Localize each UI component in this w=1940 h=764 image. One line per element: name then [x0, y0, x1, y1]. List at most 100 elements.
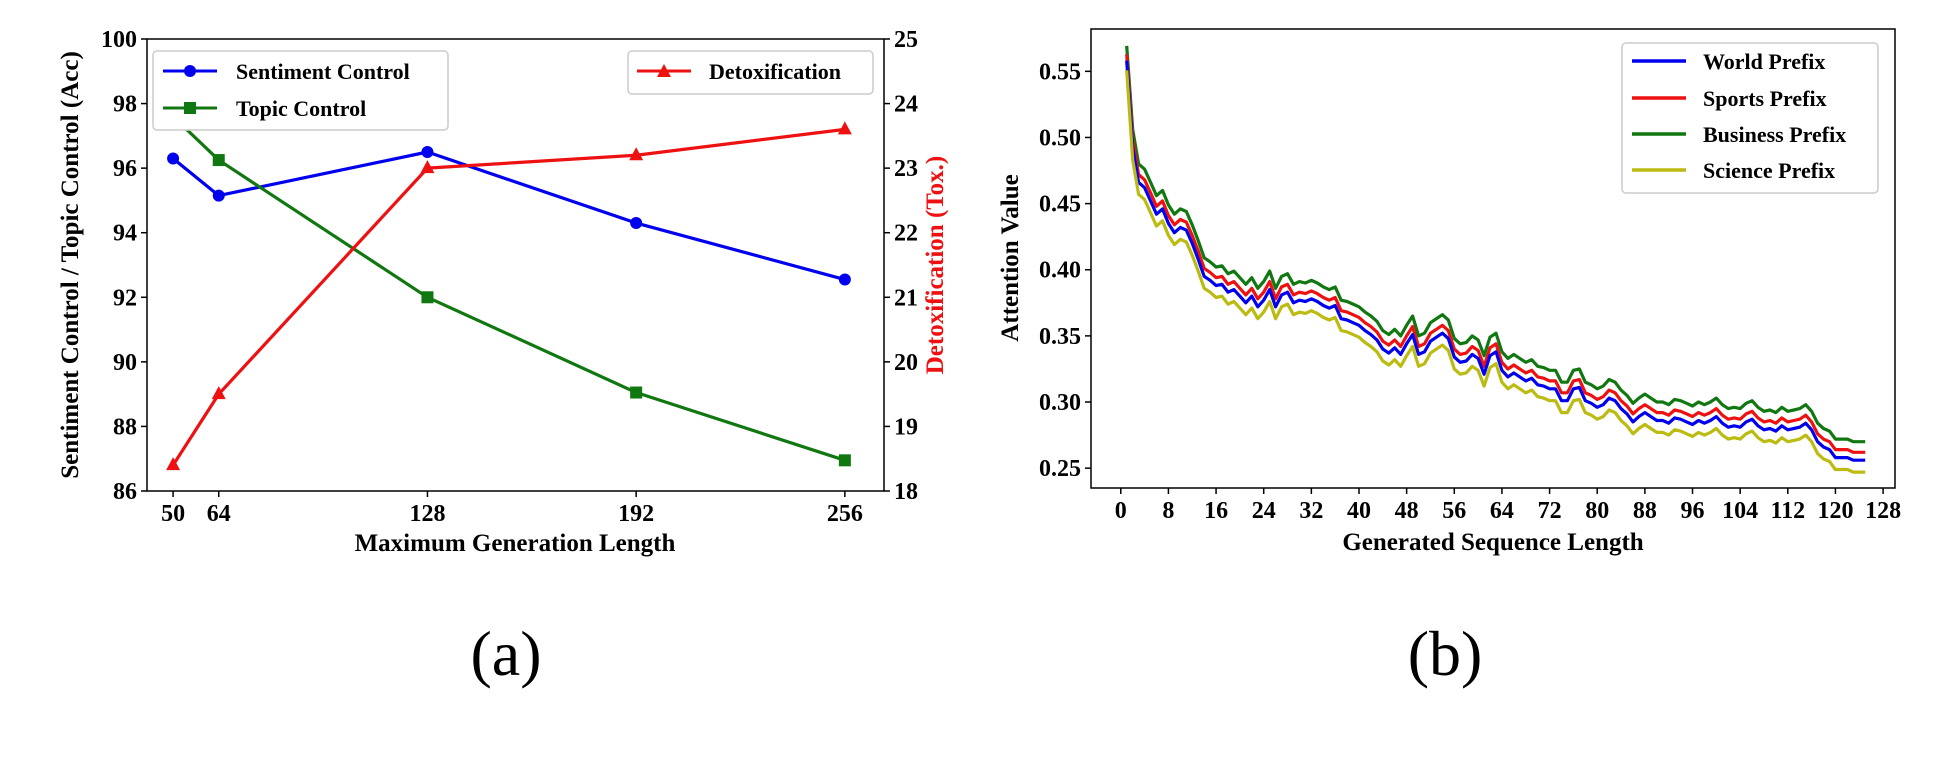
panel-a-caption: (a): [470, 618, 541, 689]
series-line-world-prefix: [1125, 60, 1866, 462]
data-point-topic-control: [421, 291, 434, 304]
panel-b-y-tick-label: 0.40: [1039, 258, 1081, 284]
series-line-sports-prefix: [1125, 54, 1866, 454]
panel-b-plot-frame: [1090, 28, 1896, 489]
data-point-detoxification: [166, 457, 181, 471]
panel-b-y-tick-label: 0.30: [1039, 390, 1081, 416]
panel-a-y2-tick-label: 21: [894, 285, 918, 311]
panel-b-caption: (b): [1408, 618, 1483, 689]
panel-a-y-tick-label: 88: [113, 414, 137, 440]
data-point-detoxification: [211, 386, 226, 400]
panel-a-y2-axis-label: Detoxification (Tox.): [922, 156, 949, 375]
panel-a-x-tick-label: 50: [161, 501, 185, 527]
data-point-sentiment-control: [421, 146, 434, 158]
panel-b-y-tick-label: 0.50: [1039, 125, 1081, 151]
panel-a-x-tick-label: 256: [827, 501, 863, 527]
series-line-business-prefix: [1125, 45, 1866, 444]
panel-b-x-tick-label: 48: [1395, 498, 1419, 524]
panel-b-legend-box: [1621, 42, 1879, 194]
legend-label-business-prefix: Business Prefix: [1703, 122, 1846, 147]
panel-b-x-tick-label: 120: [1817, 498, 1853, 524]
panel-b-x-tick-label: 96: [1681, 498, 1705, 524]
panel-b-x-axis-label: Generated Sequence Length: [1342, 529, 1643, 556]
legend-marker-detoxification: [657, 64, 671, 77]
panel-a-y-tick-label: 90: [113, 350, 137, 376]
panel-b-chart: 0.25 0.30 0.35 0.40 0.45 0.50 0.55 0 8 16 24 32 40 4…: [997, 28, 1901, 689]
panel-b-x-ticks: 0 8 16 24 32 40 48 56 64 72 80 88 96 104 112 120 128: [1115, 488, 1901, 524]
panel-a-y-tick-label: 86: [113, 479, 137, 505]
legend-label-detoxification: Detoxification: [709, 59, 841, 84]
panel-a-chart: 86 88 90 92 94 96 98 100 18 19 20 21 22 23 24 25 50 64 1…: [57, 27, 949, 689]
panel-a-y2-tick-label: 22: [894, 221, 918, 247]
data-point-detoxification: [629, 147, 644, 161]
panel-a-y2-tick-label: 25: [894, 27, 918, 53]
panel-a-y-tick-label: 92: [113, 285, 137, 311]
panel-b-x-tick-label: 16: [1204, 498, 1228, 524]
panel-b-x-tick-label: 104: [1722, 498, 1758, 524]
panel-a-y-axis-label: Sentiment Control / Topic Control (Acc): [57, 51, 84, 479]
data-point-topic-control: [212, 154, 225, 167]
panel-a-y2-tick-label: 23: [894, 156, 918, 182]
data-point-sentiment-control: [167, 152, 180, 165]
panel-b-y-tick-label: 0.45: [1039, 192, 1081, 218]
data-point-sentiment-control: [630, 217, 643, 230]
panel-b-x-tick-label: 8: [1162, 498, 1174, 524]
legend-entry-topic-control: Topic Control: [163, 96, 366, 121]
data-point-sentiment-control: [212, 189, 225, 202]
legend-entry-sports-prefix: Sports Prefix: [1632, 86, 1827, 111]
panel-b-legend: World Prefix Sports Prefix Business Pref…: [1621, 42, 1879, 194]
panel-a-y2-tick-label: 19: [894, 414, 918, 440]
panel-b-y-ticks: 0.25 0.30 0.35 0.40 0.45 0.50 0.55: [1039, 59, 1091, 482]
panel-a-y2-tick-label: 24: [894, 92, 918, 118]
panel-b-x-tick-label: 88: [1633, 498, 1657, 524]
panel-b-y-tick-label: 0.35: [1039, 324, 1081, 350]
panel-a-x-axis-label: Maximum Generation Length: [355, 530, 676, 557]
legend-entry-sentiment-control: Sentiment Control: [163, 59, 410, 84]
panel-a-legend-right: Detoxification: [627, 50, 874, 95]
panel-b-x-tick-label: 32: [1299, 498, 1323, 524]
panel-a-left-y-ticks: 86 88 90 92 94 96 98 100: [101, 27, 147, 505]
legend-label-topic-control: Topic Control: [236, 96, 366, 121]
panel-a-legend-right-box: [627, 50, 874, 95]
legend-entry-science-prefix: Science Prefix: [1632, 158, 1835, 183]
panel-b-x-tick-label: 24: [1252, 498, 1276, 524]
panel-b-x-tick-label: 72: [1538, 498, 1562, 524]
data-point-detoxification: [420, 160, 435, 174]
panel-a-y2-tick-label: 20: [894, 350, 918, 376]
panel-a-y-tick-label: 94: [113, 221, 137, 247]
panel-a-y-tick-label: 98: [113, 92, 137, 118]
panel-b-x-tick-label: 40: [1347, 498, 1371, 524]
legend-marker-topic-control: [184, 102, 196, 114]
panel-a-y-tick-label: 96: [113, 156, 137, 182]
panel-b-y-axis-label: Attention Value: [997, 174, 1024, 341]
panel-b-x-tick-label: 56: [1442, 498, 1466, 524]
series-line-sentiment-control: [172, 150, 846, 282]
data-point-detoxification: [837, 121, 852, 135]
panel-a-x-tick-label: 128: [409, 501, 445, 527]
panel-a-right-y-ticks: 18 19 20 21 22 23 24 25: [884, 27, 918, 505]
panel-a-x-ticks: 50 64 128 192 256: [161, 491, 863, 527]
data-point-topic-control: [630, 386, 643, 399]
data-point-sentiment-control: [838, 273, 851, 286]
legend-entry-detoxification: Detoxification: [637, 59, 841, 84]
panel-a-y2-tick-label: 18: [894, 479, 918, 505]
panel-b-series: [1125, 45, 1866, 474]
legend-entry-business-prefix: Business Prefix: [1632, 122, 1846, 147]
legend-entry-world-prefix: World Prefix: [1632, 49, 1825, 74]
panel-b-x-tick-label: 64: [1490, 498, 1514, 524]
panel-a-x-tick-label: 192: [618, 501, 654, 527]
panel-b-y-tick-label: 0.25: [1039, 456, 1081, 482]
legend-marker-sentiment-control: [184, 65, 196, 77]
legend-label-science-prefix: Science Prefix: [1703, 158, 1835, 183]
panel-b-x-tick-label: 112: [1770, 498, 1805, 524]
panel-b-y-tick-label: 0.55: [1039, 59, 1081, 85]
panel-b-x-tick-label: 0: [1115, 498, 1127, 524]
panel-a-legend-left: Sentiment Control Topic Control: [152, 50, 449, 131]
series-line-science-prefix: [1125, 70, 1866, 474]
panel-b-x-tick-label: 80: [1585, 498, 1609, 524]
panel-a-plot-frame: [146, 38, 885, 492]
series-line-topic-control: [171, 115, 846, 462]
legend-label-world-prefix: World Prefix: [1703, 49, 1825, 74]
data-point-topic-control: [838, 454, 851, 467]
